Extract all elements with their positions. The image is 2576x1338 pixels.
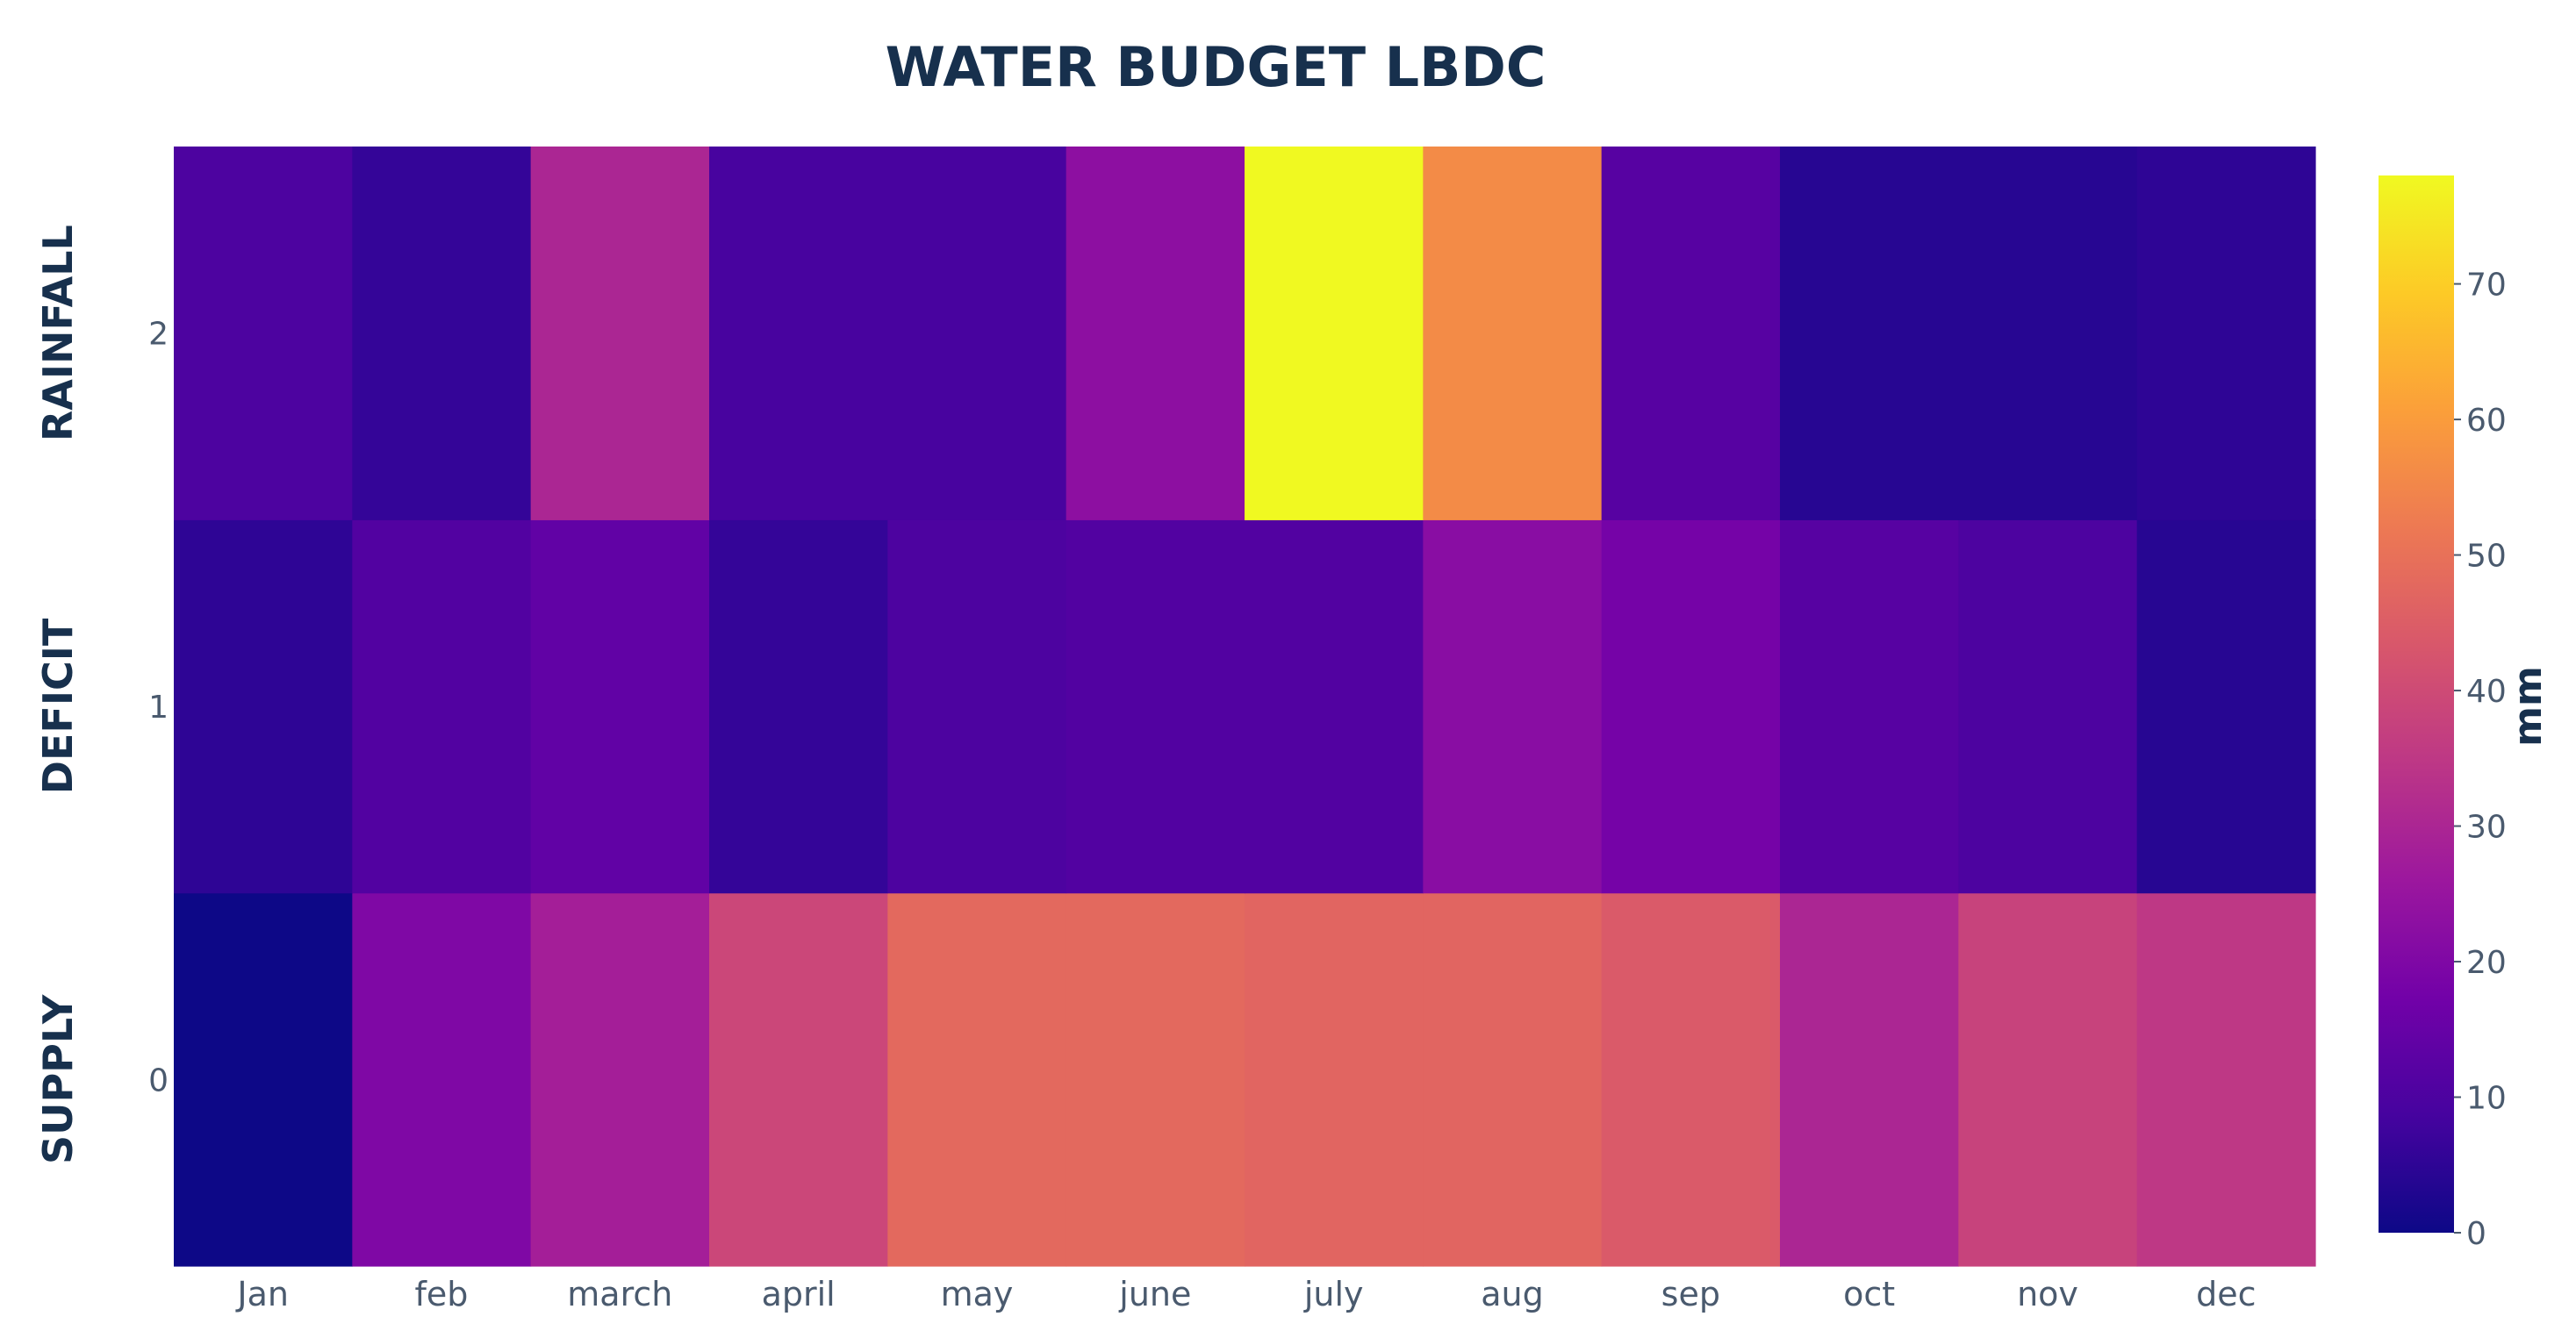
heatmap-cell-rainfall-dec bbox=[2136, 147, 2316, 520]
row-label-supply: SUPPLY bbox=[34, 994, 82, 1164]
x-tick-label: feb bbox=[415, 1275, 469, 1313]
heatmap-cell-supply-may bbox=[887, 892, 1067, 1267]
heatmap-cell-supply-dec bbox=[2136, 892, 2316, 1267]
y-tick-label: 0 bbox=[148, 1063, 169, 1098]
x-tick-label: may bbox=[941, 1275, 1014, 1313]
heatmap-cell-rainfall-sep bbox=[1601, 147, 1781, 520]
x-tick-label: june bbox=[1118, 1275, 1191, 1313]
x-axis-ticks: Jan feb march april may june july aug sep oct nov d… bbox=[235, 1275, 2256, 1313]
colorbar-tick-label: 50 bbox=[2466, 539, 2507, 575]
heatmap-cell-supply-sep bbox=[1601, 892, 1781, 1267]
heatmap-cell-deficit-july bbox=[1245, 519, 1424, 894]
heatmap-cell-deficit-jan bbox=[174, 519, 353, 894]
heatmap-cell-deficit-march bbox=[530, 519, 710, 894]
colorbar-tick-label: 10 bbox=[2466, 1081, 2507, 1117]
row-label-deficit: DEFICIT bbox=[34, 618, 82, 794]
heatmap-cell-rainfall-aug bbox=[1423, 147, 1603, 520]
heatmap-cell-supply-march bbox=[530, 892, 710, 1267]
heatmap-cell-supply-feb bbox=[352, 892, 532, 1267]
heatmap-cell-rainfall-oct bbox=[1780, 147, 1959, 520]
colorbar-ticks: 0 10 20 30 40 50 60 70 bbox=[2454, 268, 2507, 1252]
heatmap-cell-supply-aug bbox=[1423, 892, 1603, 1267]
colorbar-gradient bbox=[2379, 175, 2454, 1233]
heatmap-cell-supply-june bbox=[1066, 892, 1245, 1267]
colorbar-tick-label: 40 bbox=[2466, 674, 2507, 710]
heatmap-cells bbox=[174, 147, 2316, 1267]
colorbar-tick-label: 30 bbox=[2466, 810, 2507, 846]
heatmap-cell-rainfall-feb bbox=[352, 147, 532, 520]
colorbar-tick-label: 0 bbox=[2466, 1216, 2486, 1252]
heatmap-cell-deficit-sep bbox=[1601, 519, 1781, 894]
colorbar: 0 10 20 30 40 50 60 70 mm bbox=[2379, 175, 2551, 1252]
heatmap-cell-deficit-june bbox=[1066, 519, 1245, 894]
colorbar-title: mm bbox=[2506, 666, 2551, 747]
x-tick-label: april bbox=[762, 1275, 836, 1313]
heatmap-cell-supply-jan bbox=[174, 892, 353, 1267]
heatmap-cell-supply-july bbox=[1245, 892, 1424, 1267]
heatmap-cell-supply-nov bbox=[1958, 892, 2138, 1267]
x-tick-label: Jan bbox=[235, 1275, 289, 1313]
heatmap-cell-rainfall-april bbox=[709, 147, 888, 520]
heatmap-cell-rainfall-june bbox=[1066, 147, 1245, 520]
x-tick-label: nov bbox=[2017, 1275, 2078, 1313]
colorbar-tick-label: 60 bbox=[2466, 403, 2507, 439]
heatmap-cell-deficit-may bbox=[887, 519, 1067, 894]
heatmap-cell-supply-oct bbox=[1780, 892, 1959, 1267]
heatmap-cell-deficit-nov bbox=[1958, 519, 2138, 894]
y-axis-ticks: 0 1 2 bbox=[148, 317, 169, 1099]
heatmap-cell-rainfall-nov bbox=[1958, 147, 2138, 520]
heatmap-cell-rainfall-july bbox=[1245, 147, 1424, 520]
x-tick-label: dec bbox=[2196, 1275, 2256, 1313]
row-labels: SUPPLY DEFICIT RAINFALL bbox=[34, 225, 82, 1164]
x-tick-label: oct bbox=[1843, 1275, 1895, 1313]
x-tick-label: march bbox=[567, 1275, 672, 1313]
x-tick-label: sep bbox=[1661, 1275, 1720, 1313]
y-tick-label: 2 bbox=[148, 317, 169, 353]
heatmap-cell-rainfall-jan bbox=[174, 147, 353, 520]
row-label-rainfall: RAINFALL bbox=[34, 225, 82, 441]
heatmap-cell-deficit-april bbox=[709, 519, 888, 894]
x-tick-label: july bbox=[1303, 1275, 1364, 1313]
heatmap-cell-rainfall-march bbox=[530, 147, 710, 520]
heatmap-cell-rainfall-may bbox=[887, 147, 1067, 520]
heatmap-cell-supply-april bbox=[709, 892, 888, 1267]
heatmap-cell-deficit-feb bbox=[352, 519, 532, 894]
heatmap-cell-deficit-dec bbox=[2136, 519, 2316, 894]
heatmap-cell-deficit-oct bbox=[1780, 519, 1959, 894]
colorbar-tick-label: 20 bbox=[2466, 945, 2507, 981]
chart-title: WATER BUDGET LBDC bbox=[886, 35, 1546, 99]
y-tick-label: 1 bbox=[148, 690, 169, 726]
x-tick-label: aug bbox=[1481, 1275, 1544, 1313]
heatmap-cell-deficit-aug bbox=[1423, 519, 1603, 894]
colorbar-tick-label: 70 bbox=[2466, 268, 2507, 304]
